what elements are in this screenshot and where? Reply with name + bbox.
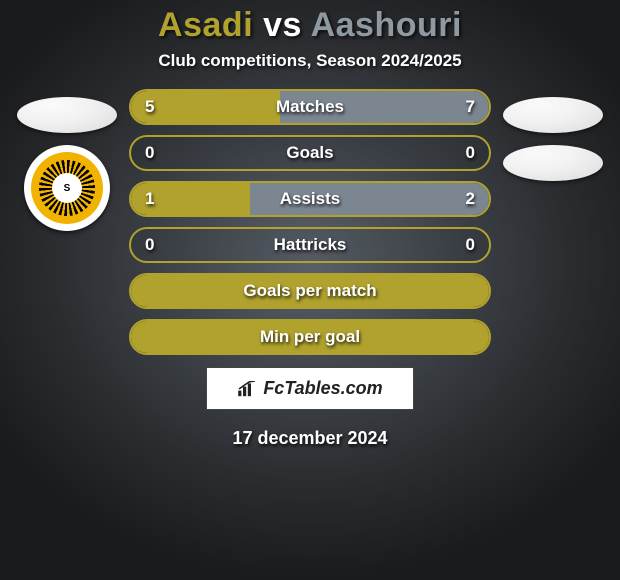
stat-value-right: 7 — [466, 97, 475, 117]
stat-label: Min per goal — [131, 327, 489, 347]
watermark-chart-icon — [237, 381, 257, 397]
stat-value-right: 2 — [466, 189, 475, 209]
stat-label: Hattricks — [131, 235, 489, 255]
subtitle: Club competitions, Season 2024/2025 — [158, 51, 461, 71]
title-right: Aashouri — [311, 6, 462, 44]
stat-label: Goals per match — [131, 281, 489, 301]
stat-bar-goals-per-match: Goals per match — [129, 273, 491, 309]
stat-bar-goals: 0Goals0 — [129, 135, 491, 171]
right-side-column — [503, 89, 603, 181]
right-top-pill — [503, 97, 603, 133]
stat-bar-assists: 1Assists2 — [129, 181, 491, 217]
stat-value-right: 0 — [466, 143, 475, 163]
left-side-column: S — [17, 89, 117, 231]
title-left: Asadi — [158, 6, 253, 44]
stat-value-right: 0 — [466, 235, 475, 255]
page-title: Asadi vs Aashouri — [158, 6, 462, 45]
watermark-text: FcTables.com — [263, 378, 382, 399]
left-logo-ring2: S — [39, 160, 95, 216]
right-bottom-pill — [503, 145, 603, 181]
title-vs: vs — [253, 6, 310, 44]
stat-bar-matches: 5Matches7 — [129, 89, 491, 125]
stat-label: Matches — [131, 97, 489, 117]
stat-label: Goals — [131, 143, 489, 163]
left-logo-center: S — [52, 173, 82, 203]
watermark: FcTables.com — [206, 367, 413, 410]
main-row: S 5Matches70Goals01Assists20Hattricks0Go… — [0, 89, 620, 355]
stats-column: 5Matches70Goals01Assists20Hattricks0Goal… — [129, 89, 491, 355]
left-logo-ring1: S — [31, 152, 103, 224]
stat-label: Assists — [131, 189, 489, 209]
content-wrapper: Asadi vs Aashouri Club competitions, Sea… — [0, 0, 620, 580]
stat-bar-hattricks: 0Hattricks0 — [129, 227, 491, 263]
footer-date: 17 december 2024 — [232, 428, 387, 449]
left-club-logo: S — [24, 145, 110, 231]
left-top-pill — [17, 97, 117, 133]
stat-bar-min-per-goal: Min per goal — [129, 319, 491, 355]
